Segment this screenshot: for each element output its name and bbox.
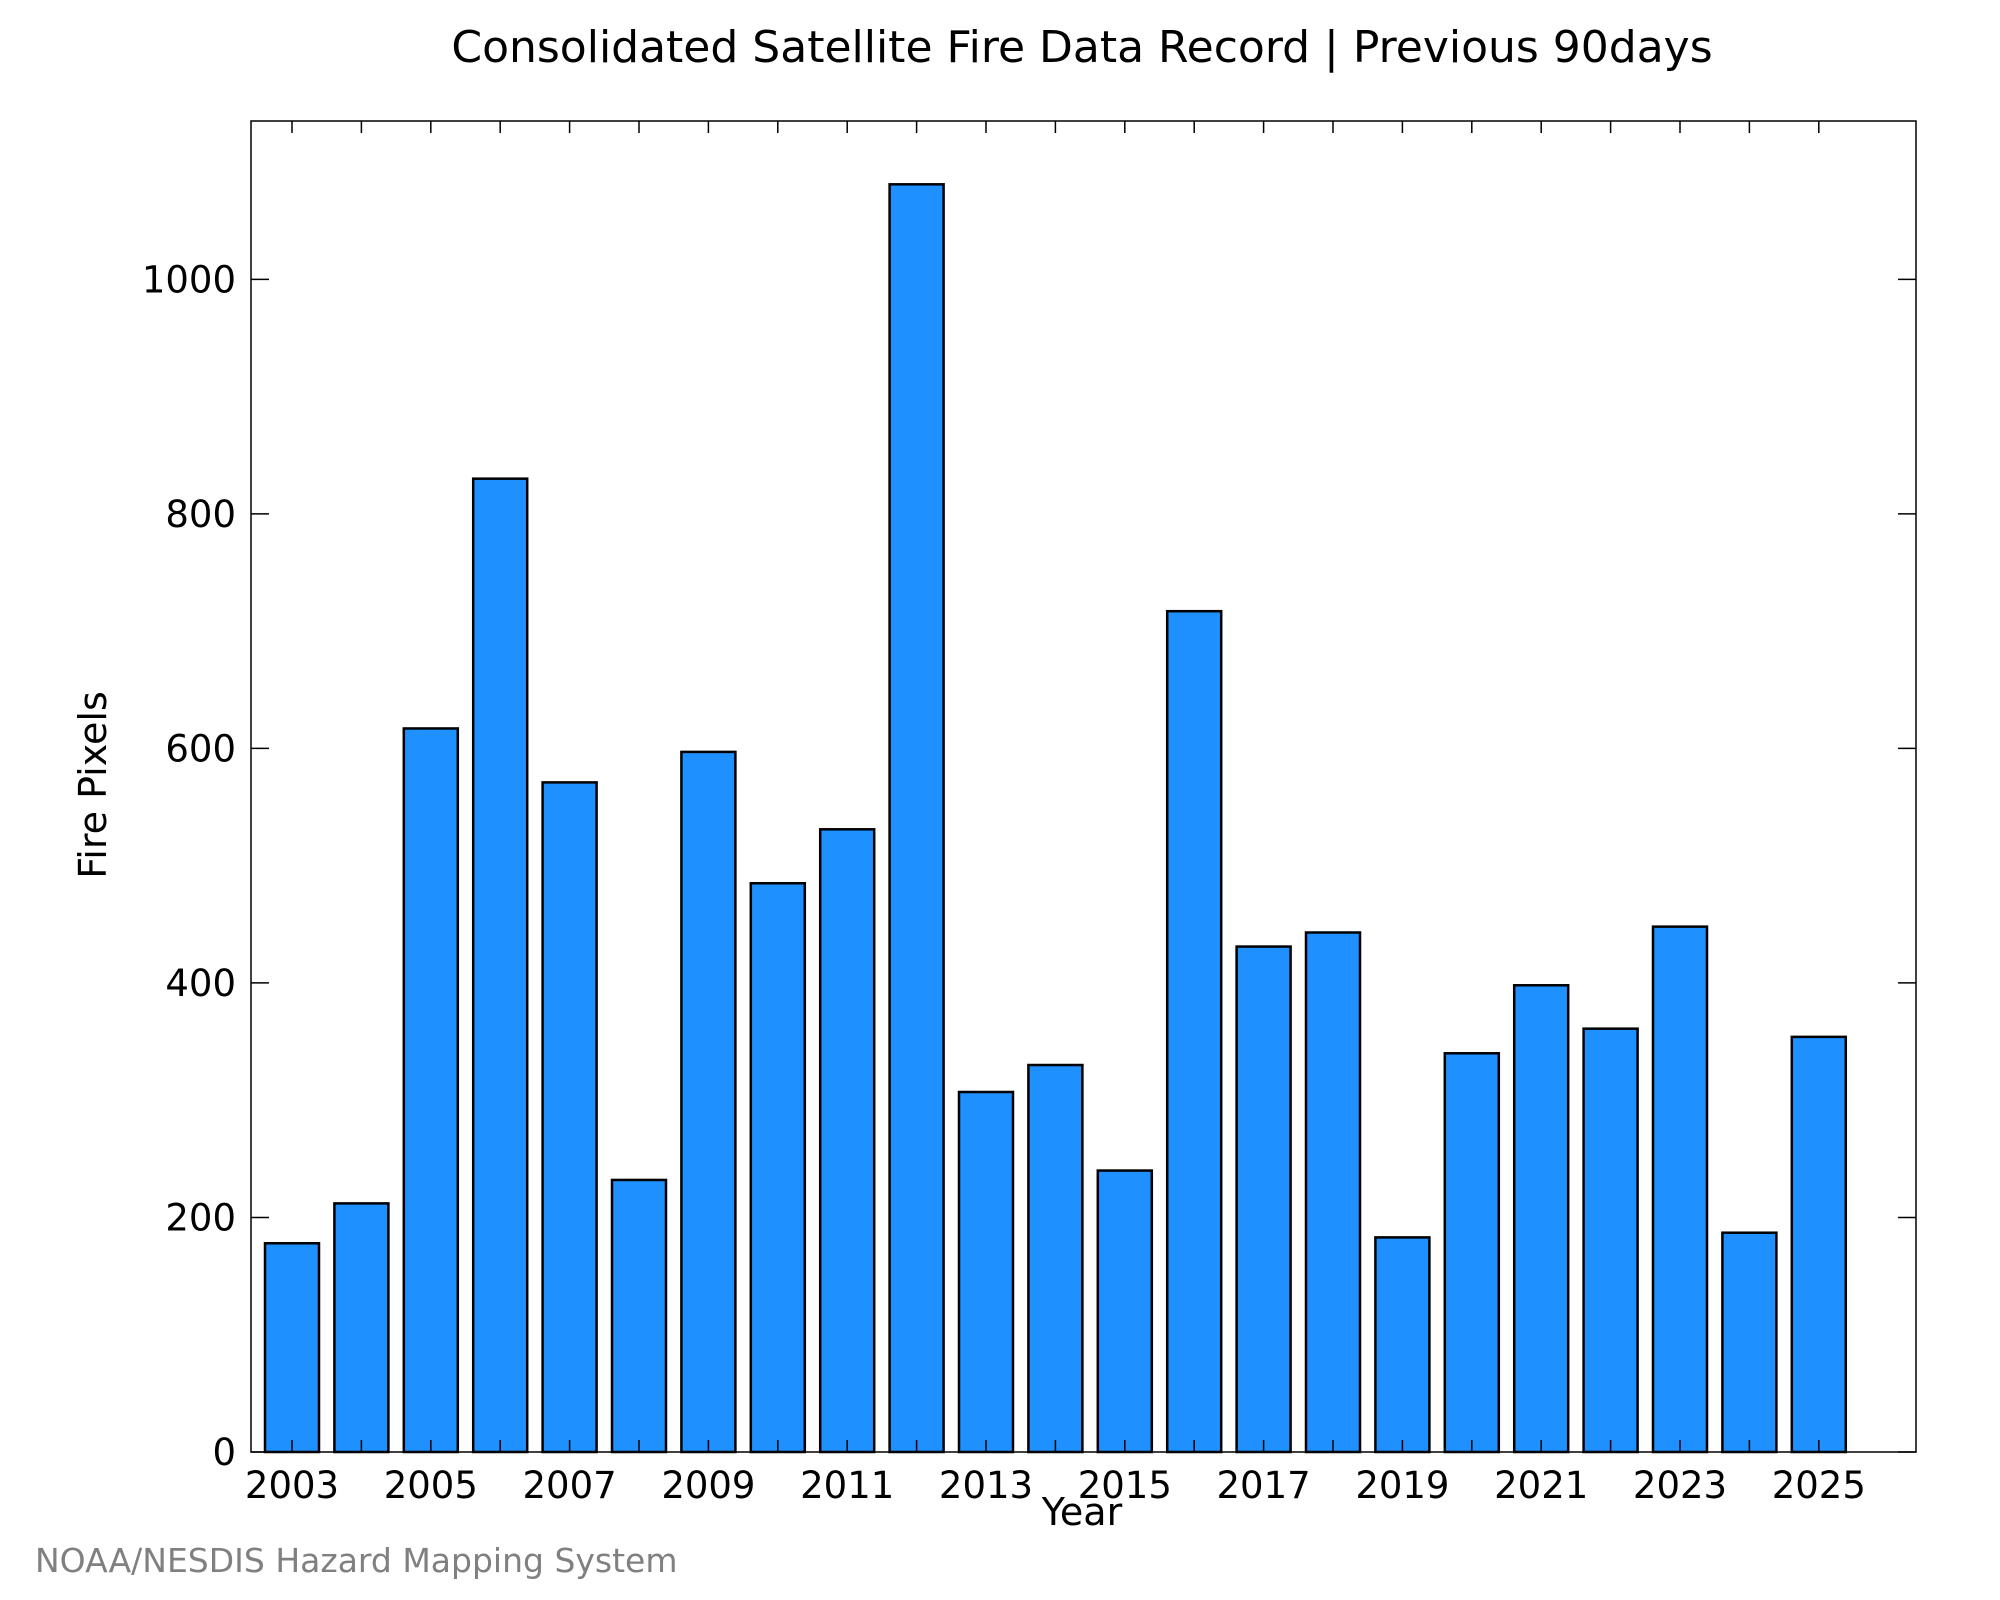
- plot-area: 2003 2005 2007 2009 2011 2013 2015 2017 2019 2021…: [142, 120, 1917, 1507]
- x-tick-label-2019: 2019: [1355, 1464, 1449, 1507]
- bar-2022: [1582, 1027, 1639, 1454]
- y-axis-label: Fire Pixels: [71, 691, 115, 879]
- bar-2007: [541, 781, 598, 1454]
- y-tick-label-1000: 1000: [142, 258, 236, 301]
- bar-2016: [1165, 609, 1223, 1454]
- bar-2011: [818, 828, 876, 1454]
- bar-2023: [1651, 925, 1709, 1454]
- bar-2019: [1374, 1236, 1431, 1454]
- bar-2014: [1027, 1063, 1084, 1454]
- bar-2013: [957, 1090, 1015, 1454]
- credit-text: NOAA/NESDIS Hazard Mapping System: [35, 1541, 678, 1580]
- y-tick-label-0: 0: [212, 1431, 236, 1474]
- x-tick-label-2015: 2015: [1078, 1464, 1172, 1507]
- bar-2004: [333, 1202, 390, 1454]
- x-tick-label-2023: 2023: [1633, 1464, 1727, 1507]
- bar-2018: [1304, 931, 1362, 1454]
- bar-2024: [1721, 1231, 1778, 1454]
- y-tick-label-800: 800: [165, 493, 236, 536]
- x-tick-label-2003: 2003: [245, 1464, 339, 1507]
- bar-2009: [680, 750, 737, 1454]
- bar-2025: [1790, 1035, 1848, 1454]
- x-tick-label-2025: 2025: [1772, 1464, 1866, 1507]
- chart-title: Consolidated Satellite Fire Data Record …: [451, 22, 1712, 73]
- x-tick-label-2021: 2021: [1494, 1464, 1588, 1507]
- x-tick-label-2011: 2011: [800, 1464, 894, 1507]
- bar-2020: [1443, 1052, 1501, 1454]
- bar-2005: [402, 727, 460, 1454]
- bar-2021: [1512, 984, 1570, 1454]
- x-tick-label-2017: 2017: [1217, 1464, 1311, 1507]
- bar-2010: [749, 881, 807, 1454]
- y-tick-label-400: 400: [165, 962, 236, 1005]
- x-tick-label-2007: 2007: [523, 1464, 617, 1507]
- y-tick-label-600: 600: [165, 727, 236, 770]
- bar-2012: [888, 183, 945, 1454]
- x-axis-label: Year: [1041, 1490, 1123, 1534]
- x-tick-label-2005: 2005: [384, 1464, 478, 1507]
- bar-2017: [1235, 945, 1292, 1454]
- bar-2006: [471, 477, 529, 1454]
- bar-2003: [263, 1242, 321, 1454]
- x-tick-label-2013: 2013: [939, 1464, 1033, 1507]
- bar-2015: [1096, 1169, 1154, 1454]
- bar-2008: [610, 1178, 668, 1454]
- x-tick-label-2009: 2009: [661, 1464, 755, 1507]
- y-tick-label-200: 200: [165, 1196, 236, 1239]
